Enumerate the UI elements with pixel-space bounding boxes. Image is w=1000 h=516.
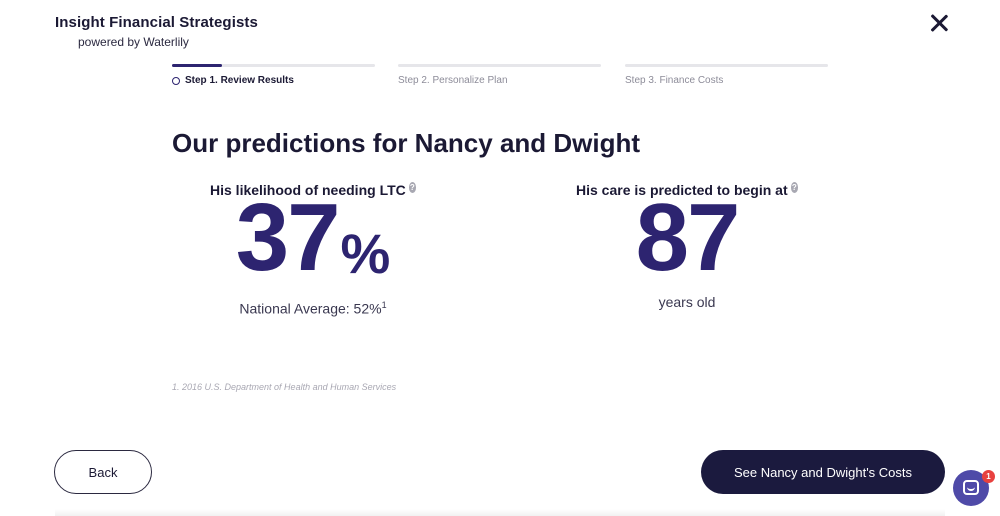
- step-finance-costs[interactable]: Step 3. Finance Costs: [625, 64, 828, 86]
- close-icon[interactable]: [928, 12, 950, 34]
- page-title: Our predictions for Nancy and Dwight: [172, 128, 641, 158]
- step-personalize-plan[interactable]: Step 2. Personalize Plan: [398, 64, 601, 86]
- step-progress-bar: [625, 64, 828, 67]
- help-icon[interactable]: ?: [790, 182, 798, 193]
- brand: Insight Financial Strategists powered by…: [55, 14, 258, 49]
- notification-badge: 1: [982, 470, 995, 483]
- age-unit: years old: [658, 294, 716, 310]
- chat-icon: [963, 480, 979, 495]
- care-start-stat: His care is predicted to begin at ? 87 y…: [576, 182, 798, 310]
- care-start-age: 87: [635, 184, 741, 291]
- care-start-title: His care is predicted to begin at: [576, 182, 788, 198]
- percent-sign: %: [340, 222, 391, 285]
- footnote-marker: 1: [381, 300, 387, 310]
- step-review-results[interactable]: Step 1. Review Results: [172, 64, 375, 86]
- brand-name: Insight Financial Strategists: [55, 14, 258, 31]
- ltc-likelihood-value: 37: [235, 184, 341, 291]
- progress-stepper: Step 1. Review Results Step 2. Personali…: [172, 64, 828, 94]
- see-costs-button[interactable]: See Nancy and Dwight's Costs: [701, 450, 945, 494]
- footnote: 1. 2016 U.S. Department of Health and Hu…: [172, 382, 397, 392]
- help-icon[interactable]: ?: [408, 182, 416, 193]
- step-progress-bar: [398, 64, 601, 67]
- step-progress-bar: [172, 64, 375, 67]
- ltc-likelihood-title: His likelihood of needing LTC: [210, 182, 406, 198]
- ltc-likelihood-stat: His likelihood of needing LTC ? 37 % Nat…: [210, 182, 416, 317]
- current-step-dot-icon: [172, 76, 180, 85]
- back-button[interactable]: Back: [54, 450, 152, 494]
- step-label: Step 3. Finance Costs: [625, 75, 724, 86]
- step-progress-fill: [172, 64, 222, 67]
- footer-divider: [55, 509, 945, 516]
- national-average: National Average: 52%: [239, 300, 382, 317]
- step-label: Step 1. Review Results: [185, 75, 294, 86]
- brand-subtitle: powered by Waterlily: [78, 35, 189, 49]
- step-label: Step 2. Personalize Plan: [398, 75, 508, 86]
